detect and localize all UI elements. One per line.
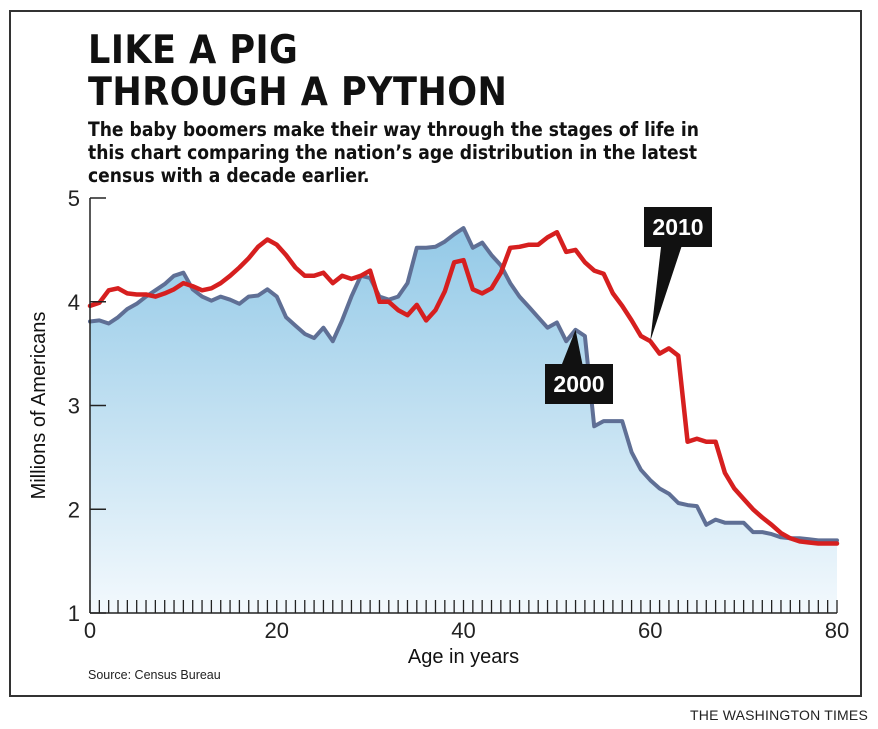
label-2000-box [545, 364, 613, 404]
label-2010-pointer [650, 247, 682, 342]
label-2010-box [644, 207, 712, 247]
y-axis-title: Millions of Americans [28, 312, 50, 500]
subtitle-line: this chart comparing the nation’s age di… [88, 141, 698, 164]
subtitle-line: census with a decade earlier. [88, 164, 370, 187]
series-2000-area [90, 228, 837, 613]
chart-title: LIKE A PIG THROUGH A PYTHON [88, 30, 507, 114]
x-tick-label: 40 [451, 618, 475, 643]
y-tick-label: 1 [68, 601, 80, 626]
label-2010-text: 2010 [652, 214, 703, 240]
source-note: Source: Census Bureau [88, 668, 221, 682]
y-tick-label: 2 [68, 497, 80, 522]
title-line: LIKE A PIG [88, 28, 299, 73]
x-tick-label: 20 [265, 618, 289, 643]
label-2000-pointer [562, 329, 583, 364]
y-tick-label: 5 [68, 186, 80, 211]
publisher-credit: THE WASHINGTON TIMES [690, 707, 868, 723]
y-tick-label: 3 [68, 394, 80, 419]
label-2000-text: 2000 [553, 371, 604, 397]
x-axis-title: Age in years [408, 646, 519, 668]
chart-subtitle: The baby boomers make their way through … [88, 118, 818, 187]
chart-frame [9, 10, 862, 697]
x-tick-label: 60 [638, 618, 662, 643]
subtitle-line: The baby boomers make their way through … [88, 118, 700, 141]
series-2010-line [87, 229, 840, 546]
title-line: THROUGH A PYTHON [88, 70, 508, 115]
y-tick-label: 4 [68, 290, 80, 315]
x-tick-label: 80 [825, 618, 849, 643]
series-2000-line [88, 226, 839, 543]
x-tick-label: 0 [84, 618, 96, 643]
